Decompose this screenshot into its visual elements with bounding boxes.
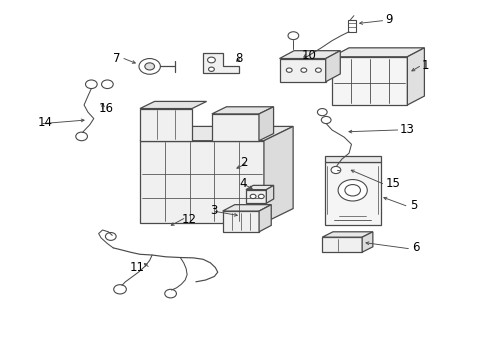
Text: 13: 13 [399, 123, 414, 136]
Circle shape [286, 68, 291, 72]
Text: 8: 8 [234, 52, 242, 65]
Polygon shape [279, 51, 340, 59]
Circle shape [321, 116, 330, 123]
FancyBboxPatch shape [347, 20, 355, 32]
Text: 10: 10 [301, 49, 316, 62]
Text: 16: 16 [99, 102, 113, 115]
Text: 2: 2 [239, 156, 246, 168]
Circle shape [105, 233, 116, 240]
Text: 5: 5 [409, 198, 416, 212]
Polygon shape [266, 185, 273, 203]
Polygon shape [322, 237, 362, 252]
Circle shape [337, 180, 366, 201]
Circle shape [315, 68, 321, 72]
Text: 7: 7 [113, 52, 120, 65]
Polygon shape [140, 102, 206, 109]
Polygon shape [211, 107, 273, 114]
Text: 11: 11 [129, 261, 144, 274]
Polygon shape [211, 114, 259, 141]
Circle shape [250, 194, 256, 199]
Text: 1: 1 [421, 59, 428, 72]
Circle shape [207, 57, 215, 63]
Circle shape [344, 185, 360, 196]
Circle shape [164, 289, 176, 298]
Polygon shape [203, 53, 238, 73]
Polygon shape [324, 162, 380, 225]
Polygon shape [331, 57, 407, 105]
Polygon shape [245, 185, 273, 190]
Polygon shape [140, 109, 192, 141]
Text: 14: 14 [38, 116, 53, 129]
Circle shape [144, 63, 154, 70]
Polygon shape [222, 204, 271, 211]
Polygon shape [279, 59, 325, 82]
Circle shape [102, 80, 113, 89]
Text: 3: 3 [210, 204, 217, 217]
Circle shape [139, 59, 160, 74]
Circle shape [208, 67, 214, 71]
Text: 6: 6 [411, 241, 419, 255]
Text: 4: 4 [239, 177, 246, 190]
Text: 15: 15 [385, 177, 400, 190]
Polygon shape [362, 232, 372, 252]
Polygon shape [140, 126, 292, 141]
Polygon shape [140, 141, 264, 223]
Circle shape [85, 80, 97, 89]
Circle shape [330, 166, 340, 174]
Polygon shape [325, 51, 340, 82]
Polygon shape [322, 232, 372, 237]
Text: 12: 12 [181, 213, 196, 226]
Text: 9: 9 [385, 13, 392, 27]
Polygon shape [407, 48, 424, 105]
Polygon shape [264, 126, 292, 223]
Polygon shape [331, 48, 424, 57]
Polygon shape [324, 156, 380, 162]
Polygon shape [259, 107, 273, 141]
Circle shape [76, 132, 87, 141]
Circle shape [300, 68, 306, 72]
Circle shape [258, 194, 264, 199]
Circle shape [317, 109, 326, 116]
Polygon shape [259, 204, 271, 232]
Polygon shape [222, 211, 259, 232]
Circle shape [287, 32, 298, 40]
Polygon shape [245, 190, 266, 203]
Circle shape [114, 285, 126, 294]
